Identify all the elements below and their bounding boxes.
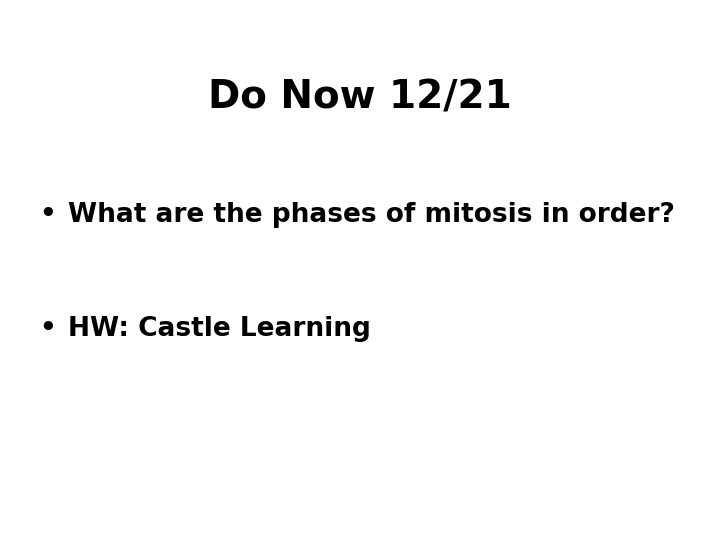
Text: •: • (40, 202, 56, 228)
Text: What are the phases of mitosis in order?: What are the phases of mitosis in order? (68, 202, 675, 228)
Text: HW: Castle Learning: HW: Castle Learning (68, 316, 372, 342)
Text: •: • (40, 316, 56, 342)
Text: Do Now 12/21: Do Now 12/21 (208, 78, 512, 116)
